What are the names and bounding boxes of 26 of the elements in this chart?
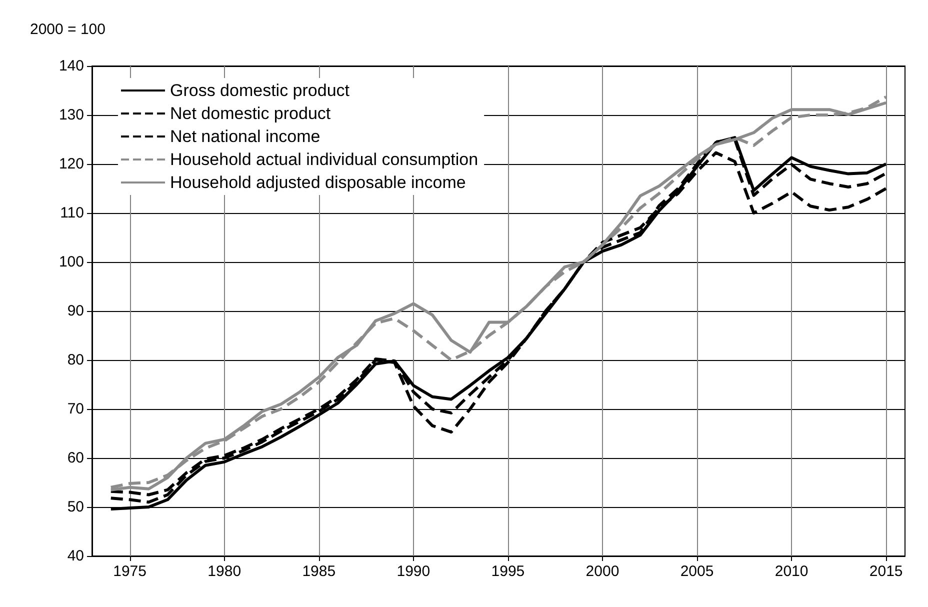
y-tick-label: 110	[60, 204, 84, 222]
x-tick-label: 1980	[208, 563, 242, 580]
x-tick-label: 1985	[302, 563, 336, 580]
y-tick-label: 40	[67, 548, 84, 564]
y-tick-label: 130	[58, 106, 84, 124]
y-axis-title: 2000 = 100	[30, 21, 106, 38]
y-tick-label: 70	[67, 400, 84, 418]
x-tick-label: 2010	[774, 563, 808, 580]
x-tick-label: 2005	[680, 563, 714, 580]
legend-label: Net national income	[170, 127, 320, 146]
y-tick-label: 60	[67, 450, 84, 466]
y-tick-label: 100	[58, 254, 84, 270]
y-tick-label: 140	[58, 58, 84, 74]
x-tick-label: 2000	[586, 563, 620, 580]
y-tick-label: 50	[67, 498, 84, 516]
x-tick-label: 1990	[396, 563, 430, 580]
legend-label: Household adjusted disposable income	[170, 173, 466, 192]
y-tick-label: 120	[58, 156, 84, 172]
y-tick-label: 80	[67, 352, 84, 368]
legend-label: Gross domestic product	[170, 81, 350, 100]
x-tick-label: 1995	[491, 563, 525, 580]
x-tick-label: 2015	[869, 563, 903, 580]
legend-label: Household actual individual consumption	[170, 150, 478, 169]
legend-label: Net domestic product	[170, 104, 331, 123]
y-tick-label: 90	[67, 302, 84, 320]
x-tick-label: 1975	[113, 563, 146, 580]
